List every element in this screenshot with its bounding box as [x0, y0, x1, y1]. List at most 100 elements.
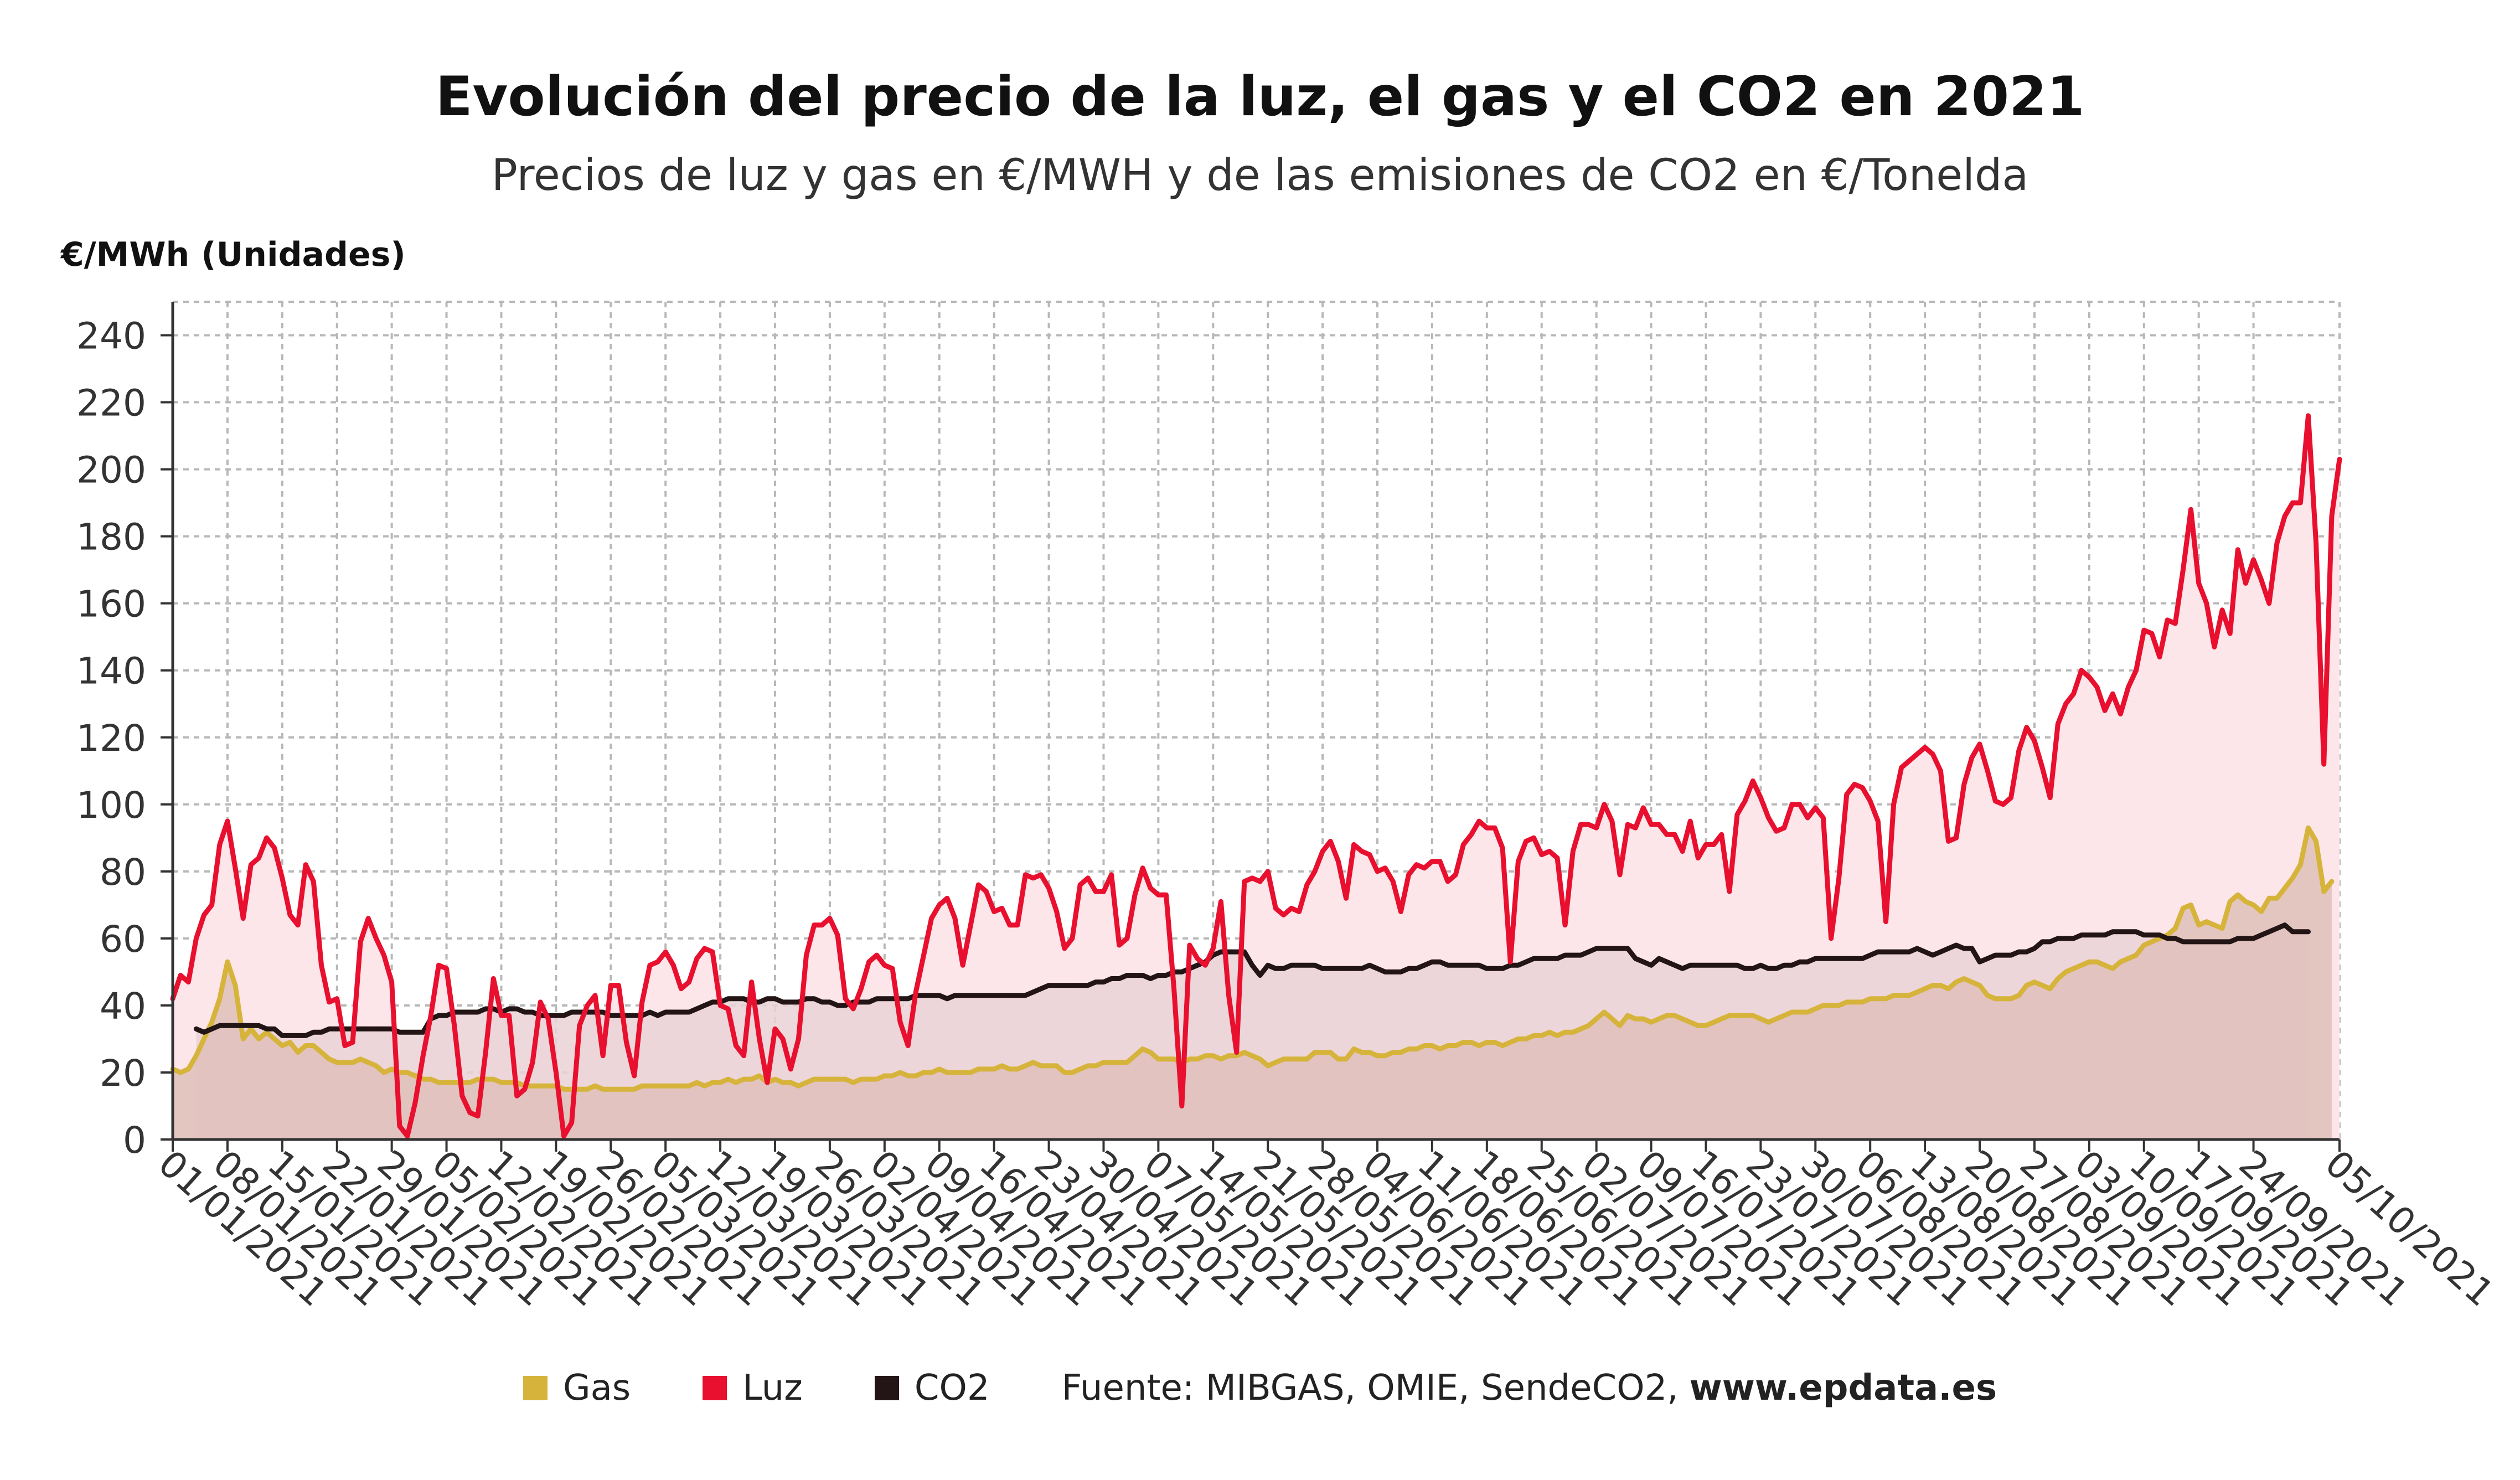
data-point-co2 [2024, 950, 2029, 955]
data-point-gas [327, 1056, 332, 1061]
data-point-gas [1500, 1043, 1505, 1048]
data-point-co2 [812, 996, 817, 1001]
data-point-gas [655, 1084, 660, 1089]
data-point-luz [413, 1100, 417, 1105]
data-point-co2 [1414, 966, 1419, 971]
data-point-co2 [2259, 932, 2264, 937]
data-point-gas [1961, 976, 1966, 981]
data-point-co2 [1266, 963, 1271, 968]
data-point-co2 [436, 1013, 441, 1018]
data-point-co2 [1054, 983, 1059, 988]
data-point-co2 [2290, 929, 2295, 934]
y-tick-label: 180 [76, 516, 146, 559]
data-point-luz [1602, 802, 1607, 807]
data-point-co2 [202, 1030, 206, 1035]
data-point-co2 [1179, 970, 1184, 974]
legend-item-co2[interactable]: CO2 [874, 1368, 990, 1409]
data-point-luz [1031, 875, 1036, 880]
data-point-co2 [944, 996, 949, 1001]
data-point-luz [2321, 762, 2326, 767]
data-point-gas [1148, 1050, 1153, 1055]
data-point-luz [577, 1023, 582, 1028]
data-point-gas [2016, 993, 2021, 998]
data-point-gas [1524, 1036, 1528, 1041]
data-point-luz [2040, 765, 2045, 770]
data-point-co2 [726, 996, 731, 1001]
data-point-co2 [1993, 953, 1998, 958]
data-point-co2 [1750, 966, 1755, 971]
source-link[interactable]: www.epdata.es [1689, 1368, 1997, 1409]
data-point-luz [217, 842, 222, 847]
data-point-co2 [1328, 966, 1333, 971]
data-point-luz [444, 966, 449, 971]
data-point-luz [757, 1036, 762, 1041]
data-point-luz [2118, 711, 2123, 716]
data-point-gas [1649, 1020, 1654, 1025]
data-point-gas [2134, 953, 2139, 958]
data-point-gas [1618, 1023, 1622, 1028]
data-point-luz [796, 1036, 801, 1041]
legend-item-luz[interactable]: Luz [703, 1368, 803, 1409]
data-point-co2 [1688, 963, 1693, 968]
data-point-co2 [1664, 960, 1669, 965]
data-point-luz [1179, 1103, 1184, 1108]
data-point-co2 [1938, 950, 1943, 955]
data-point-co2 [2071, 936, 2076, 941]
data-point-luz [2001, 802, 2006, 807]
data-point-co2 [1868, 953, 1873, 958]
data-point-luz [1907, 759, 1912, 764]
data-point-gas [389, 1066, 394, 1071]
data-point-co2 [194, 1027, 199, 1032]
legend-item-gas[interactable]: Gas [523, 1368, 631, 1409]
data-point-luz [428, 1013, 433, 1018]
data-point-gas [1516, 1036, 1521, 1041]
data-point-luz [710, 950, 715, 955]
data-point-co2 [2110, 929, 2115, 934]
data-point-gas [1719, 1017, 1724, 1022]
data-point-luz [381, 953, 386, 958]
legend-label-luz: Luz [742, 1368, 803, 1409]
legend-label-gas: Gas [562, 1368, 631, 1409]
data-point-co2 [1946, 946, 1951, 951]
data-point-gas [342, 1060, 347, 1065]
data-point-co2 [1140, 973, 1145, 978]
data-point-co2 [507, 1007, 512, 1011]
data-point-gas [296, 1050, 301, 1055]
data-point-luz [1249, 875, 1254, 880]
data-point-gas [1844, 999, 1849, 1004]
data-point-co2 [671, 1010, 676, 1014]
data-point-co2 [1031, 989, 1036, 994]
data-point-co2 [2251, 936, 2256, 941]
data-point-gas [2087, 960, 2092, 965]
data-point-gas [1406, 1046, 1411, 1051]
data-point-luz [1993, 798, 1998, 803]
data-point-co2 [890, 996, 895, 1001]
data-point-co2 [366, 1027, 371, 1032]
data-point-co2 [209, 1027, 214, 1032]
data-point-co2 [1641, 960, 1646, 965]
data-point-luz [1829, 936, 1834, 941]
data-point-gas [1156, 1056, 1161, 1061]
data-point-luz [1789, 802, 1794, 807]
data-point-gas [2251, 903, 2256, 907]
data-point-co2 [1703, 963, 1708, 968]
data-point-co2 [1680, 966, 1685, 971]
data-point-co2 [358, 1027, 363, 1032]
data-point-gas [827, 1077, 832, 1082]
data-point-gas [781, 1080, 786, 1085]
data-point-co2 [2001, 953, 2006, 958]
data-point-gas [1140, 1046, 1145, 1051]
data-point-luz [898, 1020, 903, 1025]
data-point-gas [1680, 1017, 1685, 1022]
data-point-luz [686, 979, 691, 984]
y-tick-label: 20 [100, 1052, 146, 1095]
data-point-gas [436, 1080, 441, 1085]
data-point-gas [1508, 1040, 1513, 1045]
data-point-co2 [2040, 939, 2045, 944]
data-point-luz [241, 916, 246, 921]
data-point-co2 [1852, 956, 1857, 961]
data-point-gas [1461, 1040, 1466, 1045]
data-point-gas [303, 1043, 308, 1048]
source-text: Fuente: MIBGAS, OMIE, SendeCO2, [1061, 1368, 1679, 1409]
data-point-luz [1258, 879, 1263, 884]
